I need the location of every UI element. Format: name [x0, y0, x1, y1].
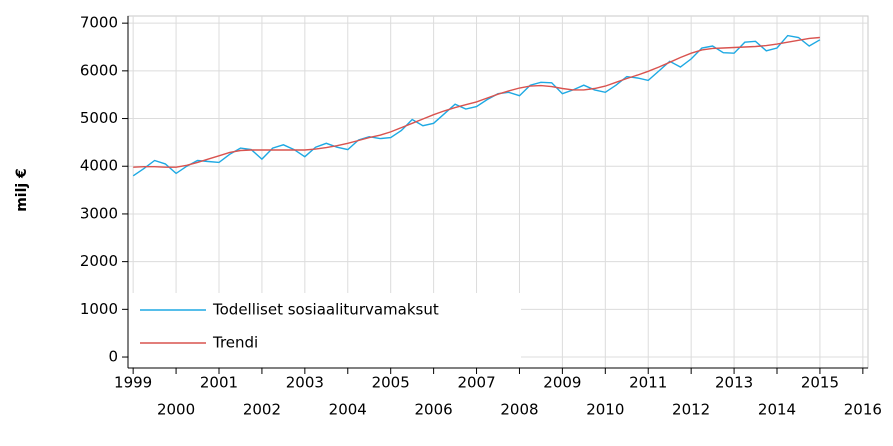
x-tick-label: 2005	[372, 374, 410, 392]
legend-label: Trendi	[212, 334, 258, 352]
y-tick-label: 4000	[80, 157, 118, 175]
x-tick-label: 2015	[801, 374, 839, 392]
x-tick-label: 2011	[629, 374, 667, 392]
x-tick-label: 2000	[157, 401, 195, 419]
data-line	[132, 34, 821, 177]
x-tick-label: 1999	[114, 374, 152, 392]
x-tick-label: 2004	[329, 401, 367, 419]
y-tick-label: 0	[108, 348, 118, 366]
x-tick-label: 2016	[844, 401, 882, 419]
y-tick-label: 2000	[80, 252, 118, 270]
x-tick-label: 2009	[543, 374, 581, 392]
legend-label: Todelliset sosiaaliturvamaksut	[212, 301, 439, 319]
x-tick-label: 2008	[500, 401, 538, 419]
x-tick-label: 2003	[286, 374, 324, 392]
x-tick-label: 2002	[243, 401, 281, 419]
y-tick-label: 7000	[80, 14, 118, 32]
y-tick-label: 6000	[80, 61, 118, 79]
x-tick-label: 2007	[457, 374, 495, 392]
x-tick-label: 2012	[672, 401, 710, 419]
y-tick-label: 5000	[80, 109, 118, 127]
x-tick-label: 2001	[200, 374, 238, 392]
legend	[129, 293, 521, 367]
y-axis-label: milj €	[14, 168, 30, 212]
x-tick-label: 2010	[586, 401, 624, 419]
x-tick-label: 2006	[415, 401, 453, 419]
data-line	[133, 36, 820, 168]
x-tick-label: 2013	[715, 374, 753, 392]
y-tick-label: 1000	[80, 300, 118, 318]
y-tick-label: 3000	[80, 204, 118, 222]
x-tick-label: 2014	[758, 401, 796, 419]
